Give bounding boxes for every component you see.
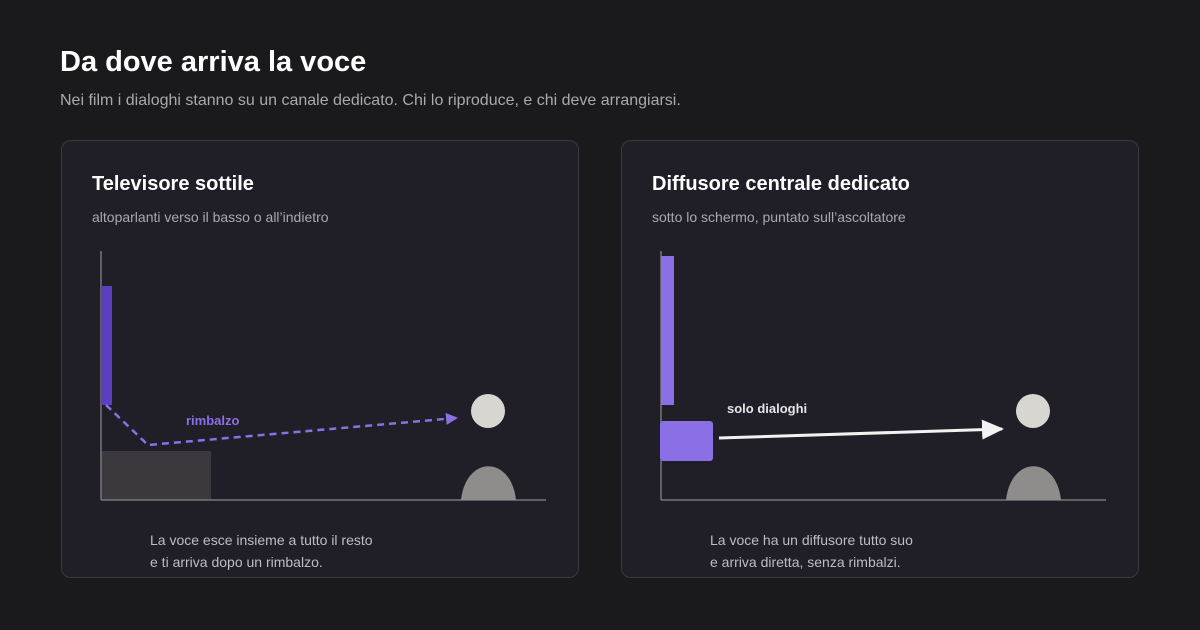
person-icon [461,466,516,500]
panel-thin-tv: Televisore sottile altoparlanti verso il… [61,140,579,578]
tv-screen-icon [661,256,674,405]
page-subtitle: Nei film i dialoghi stanno su un canale … [60,92,681,109]
thin-tv-icon [101,286,112,405]
center-speaker-scene: solo dialoghi [660,251,1106,501]
panel-caption: La voce esce insieme a tutto il resto e … [150,529,373,573]
listener-head [1016,394,1050,428]
bounce-label: rimbalzo [186,413,240,428]
dialogue-label: solo dialoghi [727,401,807,416]
panel-title: Diffusore centrale dedicato [652,173,910,195]
caption-line: e ti arriva dopo un rimbalzo. [150,554,323,570]
tv-stand [101,451,211,500]
panel-caption: La voce ha un diffusore tutto suo e arri… [710,529,913,573]
thin-tv-scene: rimbalzo [100,251,546,501]
person-icon [1006,466,1061,500]
page-title: Da dove arriva la voce [60,46,367,78]
panel-subtitle: sotto lo schermo, puntato sull’ascoltato… [652,209,906,225]
listener-head [471,394,505,428]
panel-subtitle: altoparlanti verso il basso o all’indiet… [92,209,329,225]
panel-title: Televisore sottile [92,173,254,195]
center-speaker-icon [660,421,713,461]
caption-line: e arriva diretta, senza rimbalzi. [710,554,901,570]
caption-line: La voce ha un diffusore tutto suo [710,532,913,548]
panel-center-speaker: Diffusore centrale dedicato sotto lo sch… [621,140,1139,578]
caption-line: La voce esce insieme a tutto il resto [150,532,373,548]
dashed-arrow-icon [105,404,458,447]
solid-arrow-icon [718,419,1004,440]
